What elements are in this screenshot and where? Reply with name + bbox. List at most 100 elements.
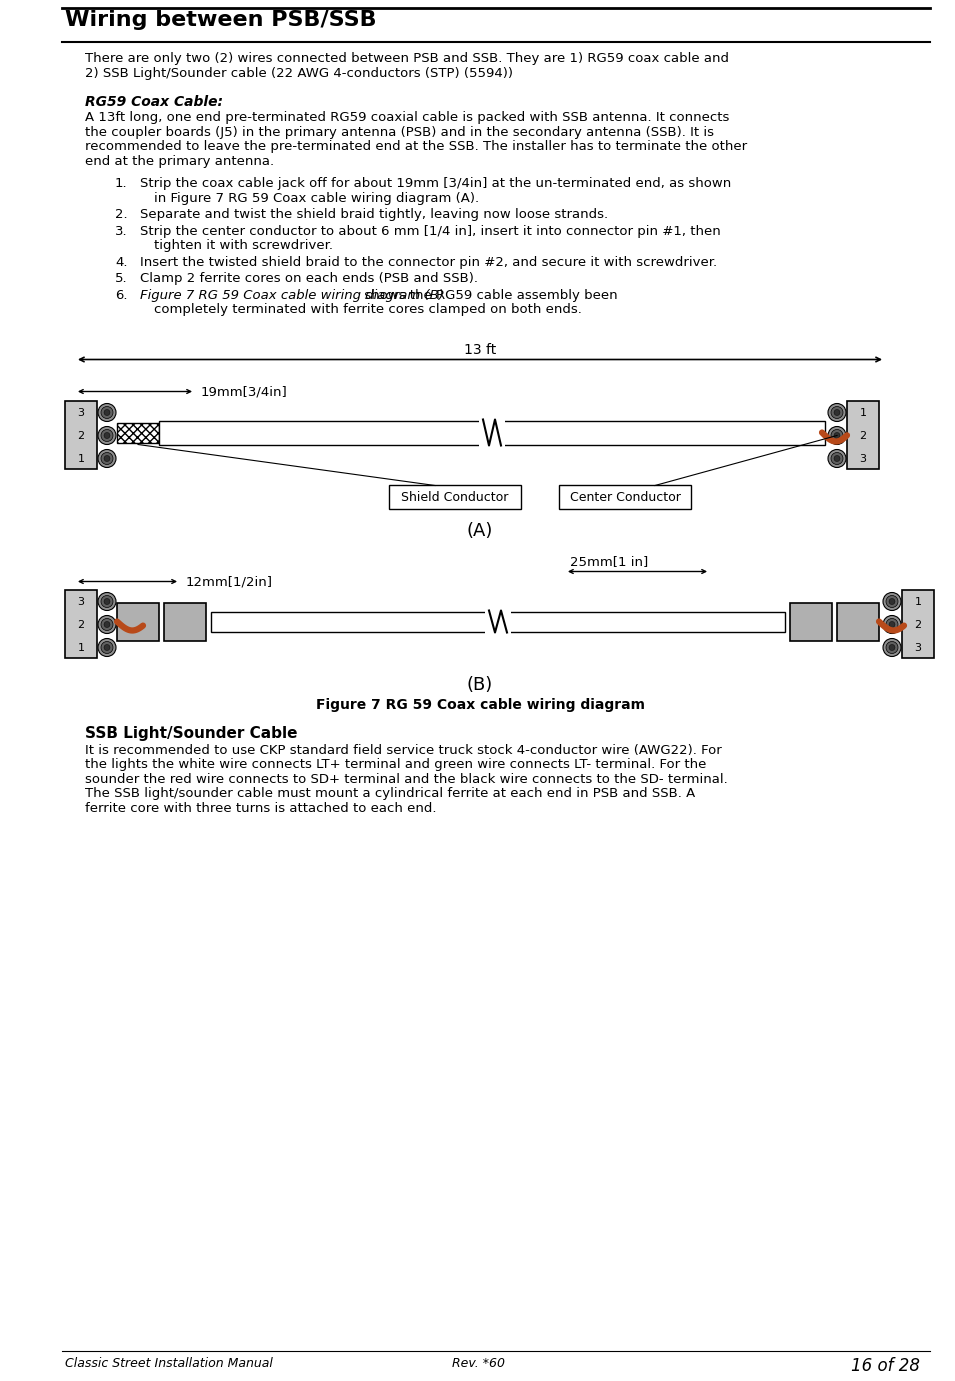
Text: Strip the center conductor to about 6 mm [1/4 in], insert it into connector pin : Strip the center conductor to about 6 mm… [140,225,721,238]
Circle shape [883,616,901,634]
Text: sounder the red wire connects to SD+ terminal and the black wire connects to the: sounder the red wire connects to SD+ ter… [85,772,728,786]
Circle shape [101,453,113,464]
Text: the coupler boards (J5) in the primary antenna (PSB) and in the secondary antenn: the coupler boards (J5) in the primary a… [85,126,714,138]
Circle shape [98,449,116,468]
Bar [847,400,879,468]
Circle shape [101,406,113,418]
Circle shape [98,427,116,445]
Text: ferrite core with three turns is attached to each end.: ferrite core with three turns is attache… [85,801,436,815]
Text: 3: 3 [77,407,84,417]
Circle shape [886,642,898,653]
Text: Figure 7 RG 59 Coax cable wiring diagram (B): Figure 7 RG 59 Coax cable wiring diagram… [140,289,444,301]
Text: end at the primary antenna.: end at the primary antenna. [85,155,274,167]
Bar [65,400,97,468]
Circle shape [883,638,901,656]
Circle shape [101,595,113,608]
Circle shape [828,427,846,445]
Text: RG59 Coax Cable:: RG59 Coax Cable: [85,95,223,109]
Circle shape [98,638,116,656]
Text: Classic Street Installation Manual: Classic Street Installation Manual [65,1358,273,1370]
Circle shape [101,429,113,442]
Bar [902,590,934,657]
Text: 2: 2 [77,620,85,630]
Text: 25mm[1 in]: 25mm[1 in] [570,555,648,569]
Text: 2: 2 [77,431,85,441]
Text: recommended to leave the pre-terminated end at the SSB. The installer has to ter: recommended to leave the pre-terminated … [85,139,747,153]
Circle shape [883,592,901,610]
Text: (B): (B) [467,675,493,693]
Text: 1: 1 [77,642,84,652]
Circle shape [886,619,898,631]
Circle shape [104,410,110,416]
Text: Rev. *60: Rev. *60 [452,1358,504,1370]
Text: 1: 1 [860,407,866,417]
Bar [837,602,879,641]
Bar [479,418,505,446]
Bar [159,420,825,445]
Bar [117,423,159,442]
Circle shape [889,621,895,627]
Text: 16 of 28: 16 of 28 [851,1358,920,1375]
Bar [65,590,97,657]
Text: It is recommended to use CKP standard field service truck stock 4-conductor wire: It is recommended to use CKP standard fi… [85,743,722,757]
Text: 12mm[1/2in]: 12mm[1/2in] [186,574,273,588]
Bar [790,602,832,641]
Text: Figure 7 RG 59 Coax cable wiring diagram: Figure 7 RG 59 Coax cable wiring diagram [315,697,645,711]
Circle shape [104,598,110,605]
Text: 4.: 4. [115,255,128,268]
Circle shape [104,645,110,650]
Bar [211,612,785,631]
Text: 1: 1 [915,597,922,606]
Text: 6.: 6. [115,289,128,301]
Bar [485,609,511,634]
Circle shape [101,619,113,631]
Circle shape [828,449,846,468]
Text: 5.: 5. [115,272,128,284]
Text: in Figure 7 RG 59 Coax cable wiring diagram (A).: in Figure 7 RG 59 Coax cable wiring diag… [154,192,479,204]
Text: A 13ft long, one end pre-terminated RG59 coaxial cable is packed with SSB antenn: A 13ft long, one end pre-terminated RG59… [85,110,730,124]
Circle shape [828,403,846,421]
Circle shape [889,598,895,605]
Text: 3: 3 [77,597,84,606]
Circle shape [831,406,843,418]
Circle shape [834,410,840,416]
Text: Insert the twisted shield braid to the connector pin #2, and secure it with scre: Insert the twisted shield braid to the c… [140,255,717,268]
Text: 3: 3 [915,642,922,652]
Circle shape [104,432,110,439]
Text: Strip the coax cable jack off for about 19mm [3/4in] at the un-terminated end, a: Strip the coax cable jack off for about … [140,177,732,191]
Circle shape [104,456,110,461]
Circle shape [104,621,110,627]
Text: The SSB light/sounder cable must mount a cylindrical ferrite at each end in PSB : The SSB light/sounder cable must mount a… [85,787,695,800]
Text: Wiring between PSB/SSB: Wiring between PSB/SSB [65,10,376,30]
Text: Separate and twist the shield braid tightly, leaving now loose strands.: Separate and twist the shield braid tigh… [140,209,608,221]
Circle shape [889,645,895,650]
Text: (A): (A) [467,522,493,540]
Text: Clamp 2 ferrite cores on each ends (PSB and SSB).: Clamp 2 ferrite cores on each ends (PSB … [140,272,478,284]
Circle shape [98,403,116,421]
Circle shape [101,642,113,653]
Circle shape [98,592,116,610]
Circle shape [834,432,840,439]
Text: 1.: 1. [115,177,128,191]
Circle shape [831,453,843,464]
Text: Center Conductor: Center Conductor [569,492,680,504]
Text: 2.: 2. [115,209,128,221]
FancyBboxPatch shape [389,485,521,508]
Text: 3.: 3. [115,225,128,238]
Circle shape [834,456,840,461]
Circle shape [886,595,898,608]
Text: shows the RG59 cable assembly been: shows the RG59 cable assembly been [360,289,618,301]
FancyBboxPatch shape [559,485,691,508]
Text: the lights the white wire connects LT+ terminal and green wire connects LT- term: the lights the white wire connects LT+ t… [85,758,707,771]
Text: 13 ft: 13 ft [464,342,497,356]
Text: completely terminated with ferrite cores clamped on both ends.: completely terminated with ferrite cores… [154,302,582,316]
Bar [164,602,206,641]
Circle shape [831,429,843,442]
Text: 3: 3 [860,453,866,464]
Text: 2: 2 [915,620,922,630]
Text: 1: 1 [77,453,84,464]
Text: 2: 2 [860,431,866,441]
Text: There are only two (2) wires connected between PSB and SSB. They are 1) RG59 coa: There are only two (2) wires connected b… [85,52,729,80]
Text: SSB Light/Sounder Cable: SSB Light/Sounder Cable [85,725,298,740]
Text: tighten it with screwdriver.: tighten it with screwdriver. [154,239,333,251]
